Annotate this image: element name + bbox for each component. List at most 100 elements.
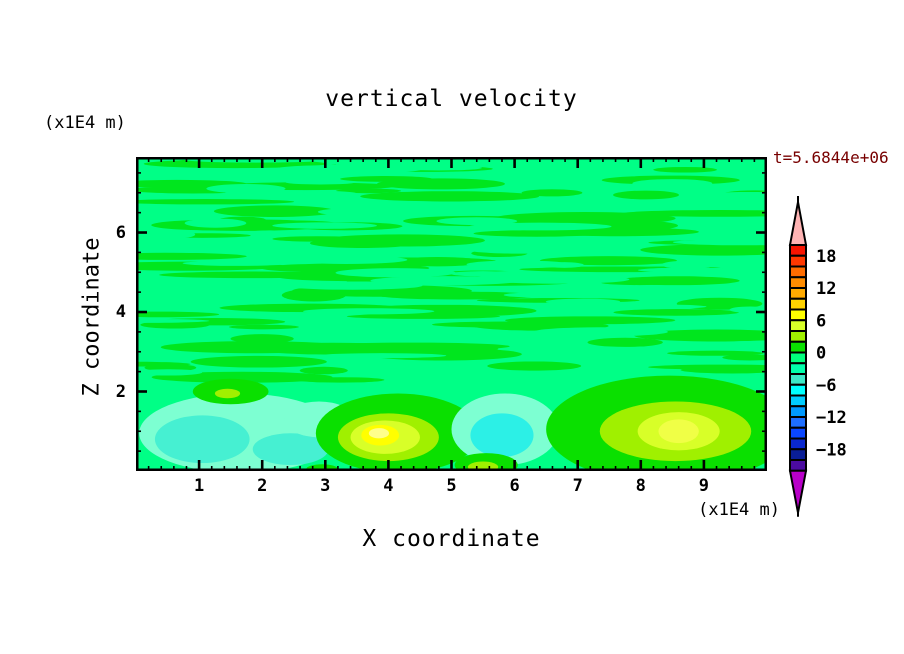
colorbar-cell xyxy=(789,254,807,268)
colorbar-cell xyxy=(789,394,807,408)
streak-contour xyxy=(661,260,715,269)
x-tick-label: 7 xyxy=(572,476,583,496)
contour-blob xyxy=(214,388,241,399)
streak-contour xyxy=(335,162,427,168)
colorbar-cell xyxy=(789,276,807,289)
contour-plot xyxy=(136,157,767,471)
streak-contour xyxy=(521,189,583,197)
x-tick-label: 8 xyxy=(635,476,646,496)
contour-blob xyxy=(154,415,250,464)
colorbar-cell xyxy=(789,373,807,386)
streak-contour xyxy=(318,353,447,359)
x-tick-label: 6 xyxy=(509,476,520,496)
streak-contour xyxy=(560,304,707,310)
y-tick-label: 4 xyxy=(115,302,126,322)
colorbar-cell xyxy=(789,351,807,365)
streak-contour xyxy=(340,176,433,182)
colorbar-cell xyxy=(789,416,807,429)
x-tick-label: 9 xyxy=(698,476,710,496)
streak-contour xyxy=(378,291,538,300)
streak-contour xyxy=(229,324,299,330)
streak-contour xyxy=(360,191,540,202)
streak-contour xyxy=(613,309,740,316)
streak-contour xyxy=(151,371,333,383)
streak-contour xyxy=(136,311,220,318)
streak-contour xyxy=(285,179,356,185)
colorbar-cell xyxy=(789,308,807,322)
colorbar-cell xyxy=(789,244,807,257)
x-tick-label: 2 xyxy=(257,476,268,496)
streak-contour xyxy=(667,350,764,356)
colorbar-cell xyxy=(789,405,807,418)
x-tick-label: 1 xyxy=(193,476,205,496)
streak-contour xyxy=(309,238,415,249)
colorbar-cell xyxy=(789,459,807,472)
streak-contour xyxy=(672,239,767,246)
contour-blob xyxy=(368,428,390,439)
streak-contour xyxy=(637,267,746,273)
streak-contour xyxy=(700,191,767,199)
field-group xyxy=(136,157,767,471)
colorbar-cell xyxy=(789,426,807,440)
streak-contour xyxy=(395,375,539,380)
streak-contour xyxy=(653,166,718,173)
streak-contour xyxy=(545,298,621,305)
streak-contour xyxy=(224,190,356,196)
colorbar-cell xyxy=(789,265,807,279)
streak-contour xyxy=(469,222,612,231)
streak-contour xyxy=(466,260,570,269)
streak-contour xyxy=(281,281,423,290)
streak-contour xyxy=(503,292,558,298)
streak-contour xyxy=(533,327,668,337)
streak-contour xyxy=(140,321,210,329)
streak-contour xyxy=(436,217,518,226)
streak-contour xyxy=(246,230,293,236)
contour-blob xyxy=(658,419,699,444)
streak-contour xyxy=(528,198,634,205)
colorbar-tick-label: 0 xyxy=(816,344,826,364)
streak-contour xyxy=(640,244,767,256)
colorbar-cell xyxy=(789,437,807,451)
y-axis-unit-label: (x1E4 m) xyxy=(44,113,126,133)
streak-contour xyxy=(722,354,767,361)
colorbar-cell xyxy=(789,287,807,300)
streak-contour xyxy=(465,245,580,254)
streak-contour xyxy=(190,355,327,368)
streak-contour xyxy=(335,268,456,278)
streak-contour xyxy=(475,270,558,280)
colorbar-cell xyxy=(789,319,807,332)
plot-border xyxy=(136,157,767,471)
colorbar-tick-label: −12 xyxy=(816,408,847,428)
x-axis-unit-label: (x1E4 m) xyxy=(698,500,780,520)
y-tick-label: 2 xyxy=(115,381,126,402)
colorbar-tick-label: 18 xyxy=(816,247,836,267)
streak-contour xyxy=(487,361,582,371)
colorbar-cell xyxy=(789,297,807,311)
streak-contour xyxy=(213,205,336,217)
timestamp-label: t=5.6844e+06 xyxy=(773,148,889,167)
x-tick-label: 5 xyxy=(446,476,457,496)
streak-contour xyxy=(578,171,634,176)
streak-contour xyxy=(601,280,678,286)
streak-contour xyxy=(230,334,294,344)
colorbar-cell xyxy=(789,340,807,354)
y-tick-label: 6 xyxy=(115,222,126,243)
streak-contour xyxy=(136,199,295,205)
streak-contour xyxy=(136,318,210,323)
plot-title: vertical velocity xyxy=(325,86,578,112)
streak-contour xyxy=(184,218,247,228)
x-tick-label: 4 xyxy=(383,476,394,496)
streak-contour xyxy=(648,364,767,370)
streak-contour xyxy=(302,308,435,315)
colorbar-cell xyxy=(789,362,807,375)
streak-contour xyxy=(613,190,679,200)
contour-blob xyxy=(470,413,534,458)
streak-contour xyxy=(182,260,291,266)
colorbar-cell xyxy=(789,448,807,461)
contour-plot-svg xyxy=(136,157,767,471)
streak-contour xyxy=(336,188,401,194)
colorbar-svg: 18 12 6 0 −6 −12 −18 xyxy=(788,196,847,517)
streak-contour xyxy=(587,337,663,347)
streak-contour xyxy=(632,179,713,188)
